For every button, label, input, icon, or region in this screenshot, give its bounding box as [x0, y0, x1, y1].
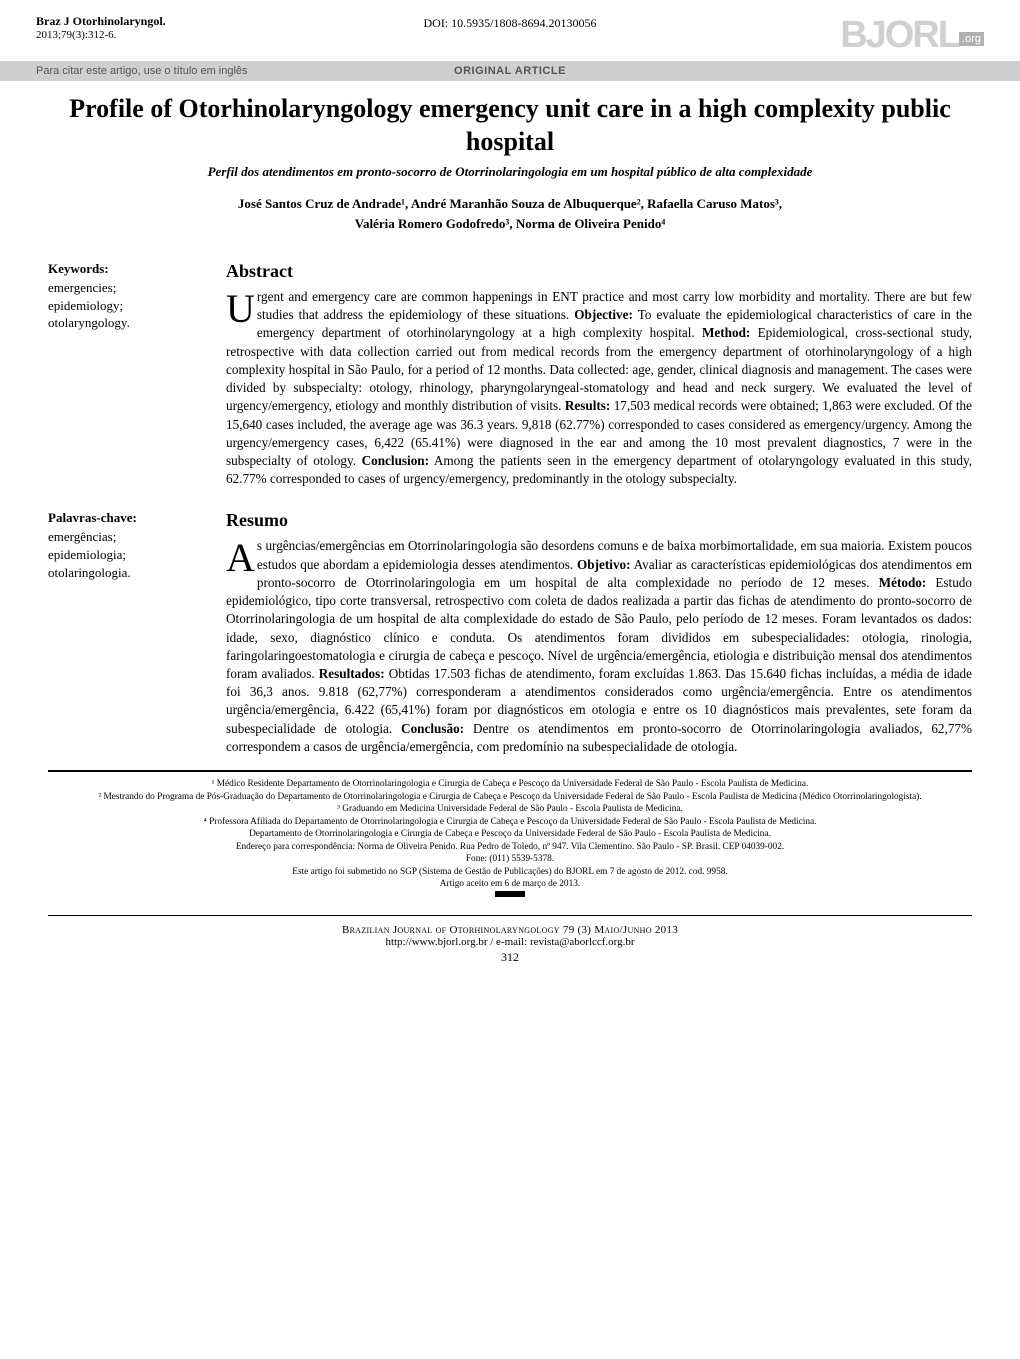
- drop-cap: A: [226, 537, 257, 575]
- authors-line-1: José Santos Cruz de Andrade¹, André Mara…: [238, 196, 782, 211]
- affiliation-line: Artigo aceito em 6 de março de 2013.: [48, 878, 972, 891]
- resumo-block: Resumo As urgências/emergências em Otorr…: [226, 510, 972, 756]
- title-pt: Perfil dos atendimentos em pronto-socorr…: [0, 164, 1020, 194]
- palavras-term: otolaringologia.: [48, 564, 208, 582]
- affiliation-line: Departamento de Otorrinolaringologia e C…: [48, 828, 972, 841]
- abstract-heading: Abstract: [226, 261, 972, 282]
- palavras-term: emergências;: [48, 528, 208, 546]
- affiliation-line: Fone: (011) 5539-5378.: [48, 853, 972, 866]
- authors: José Santos Cruz de Andrade¹, André Mara…: [0, 194, 1020, 261]
- divider-thick: [48, 770, 972, 772]
- content-grid: Keywords: emergencies; epidemiology; oto…: [0, 261, 1020, 756]
- abstract-text: Urgent and emergency care are common hap…: [226, 288, 972, 488]
- affiliation-line: ⁴ Professora Afiliada do Departamento de…: [48, 816, 972, 829]
- header-row: Braz J Otorhinolaryngol. 2013;79(3):312-…: [0, 0, 1020, 61]
- footer-contact: http://www.bjorl.org.br / e-mail: revist…: [0, 936, 1020, 948]
- affiliation-line: ² Mestrando do Programa de Pós-Graduação…: [48, 791, 972, 804]
- logo-block: BJORL.org: [668, 14, 984, 57]
- affiliations: ¹ Médico Residente Departamento de Otorr…: [0, 778, 1020, 891]
- title-en: Profile of Otorhinolaryngology emergency…: [0, 81, 1020, 164]
- keyword-term: emergencies;: [48, 279, 208, 297]
- spacer: [668, 65, 984, 77]
- abstract-body: rgent and emergency care are common happ…: [226, 289, 972, 486]
- cite-note: Para citar este artigo, use o título em …: [36, 65, 352, 77]
- center-ornament: [495, 891, 525, 897]
- divider-thin: [48, 915, 972, 916]
- logo-text: BJORL: [840, 14, 959, 56]
- palavras-block: Palavras-chave: emergências; epidemiolog…: [48, 510, 208, 756]
- grey-bar: Para citar este artigo, use o título em …: [0, 61, 1020, 81]
- journal-name: Braz J Otorhinolaryngol.: [36, 14, 352, 29]
- doi: DOI: 10.5935/1808-8694.20130056: [352, 14, 668, 31]
- keyword-term: otolaryngology.: [48, 314, 208, 332]
- row-gap: [226, 488, 972, 510]
- resumo-text: As urgências/emergências em Otorrinolari…: [226, 537, 972, 756]
- keywords-block: Keywords: emergencies; epidemiology; oto…: [48, 261, 208, 488]
- affiliation-line: Endereço para correspondência: Norma de …: [48, 841, 972, 854]
- logo-suffix: .org: [959, 32, 984, 46]
- palavras-term: epidemiologia;: [48, 546, 208, 564]
- footer-journal: Brazilian Journal of Otorhinolaryngology…: [0, 924, 1020, 936]
- drop-cap: U: [226, 288, 257, 326]
- affiliation-line: ³ Graduando em Medicina Universidade Fed…: [48, 803, 972, 816]
- affiliation-line: ¹ Médico Residente Departamento de Otorr…: [48, 778, 972, 791]
- authors-line-2: Valéria Romero Godofredo³, Norma de Oliv…: [355, 216, 666, 231]
- keywords-heading: Keywords:: [48, 261, 208, 277]
- resumo-body: s urgências/emergências em Otorrinolarin…: [226, 538, 972, 753]
- page-number: 312: [0, 948, 1020, 979]
- journal-info: Braz J Otorhinolaryngol. 2013;79(3):312-…: [36, 14, 352, 41]
- palavras-heading: Palavras-chave:: [48, 510, 208, 526]
- abstract-block: Abstract Urgent and emergency care are c…: [226, 261, 972, 488]
- resumo-heading: Resumo: [226, 510, 972, 531]
- keyword-term: epidemiology;: [48, 297, 208, 315]
- journal-issue: 2013;79(3):312-6.: [36, 29, 352, 41]
- row-gap: [48, 488, 208, 510]
- affiliation-line: Este artigo foi submetido no SGP (Sistem…: [48, 866, 972, 879]
- article-type: ORIGINAL ARTICLE: [352, 65, 668, 77]
